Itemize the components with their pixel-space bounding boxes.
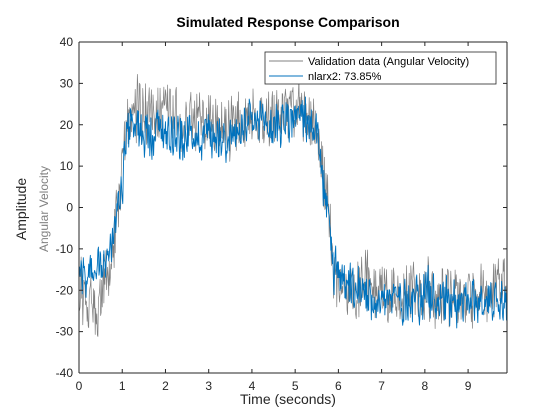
y-tick-label: -10: [56, 242, 74, 256]
x-tick-label: 7: [378, 379, 385, 393]
legend-entry-validation: Validation data (Angular Velocity): [308, 56, 469, 68]
y-tick-label: -30: [56, 325, 74, 339]
y-tick-label: 40: [60, 35, 74, 49]
x-ticks: 0 1 2 3 4 5 6 7 8 9: [76, 42, 472, 393]
legend-box: [264, 51, 497, 85]
x-axis-label: Time (seconds): [240, 391, 336, 407]
series-model-line: [79, 96, 507, 329]
x-tick-label: 6: [335, 379, 342, 393]
x-tick-label: 0: [76, 379, 83, 393]
x-tick-label: 8: [422, 379, 429, 393]
y-tick-label: 10: [60, 159, 74, 173]
x-tick-label: 1: [119, 379, 126, 393]
y-tick-label: 0: [66, 201, 73, 215]
series-validation-line: [79, 74, 507, 337]
y-axis-label: Amplitude: [13, 178, 29, 240]
y-tick-label: -40: [56, 366, 74, 380]
x-tick-label: 5: [292, 379, 299, 393]
legend-entry-model: nlarx2: 73.85%: [308, 71, 382, 83]
x-tick-label: 2: [162, 379, 169, 393]
series-layer: [79, 74, 507, 337]
y-axis-channel-label: Angular Velocity: [37, 166, 51, 252]
y-ticks: -40 -30 -20 -10 0 10 20 30 40: [56, 35, 507, 380]
legend[interactable]: Validation data (Angular Velocity) nlarx…: [264, 51, 497, 85]
y-tick-label: 30: [60, 76, 74, 90]
chart-title: Simulated Response Comparison: [176, 14, 399, 30]
y-tick-label: 20: [60, 118, 74, 132]
y-tick-label: -20: [56, 283, 74, 297]
x-tick-label: 4: [249, 379, 256, 393]
x-tick-label: 9: [465, 379, 472, 393]
x-tick-label: 3: [205, 379, 212, 393]
